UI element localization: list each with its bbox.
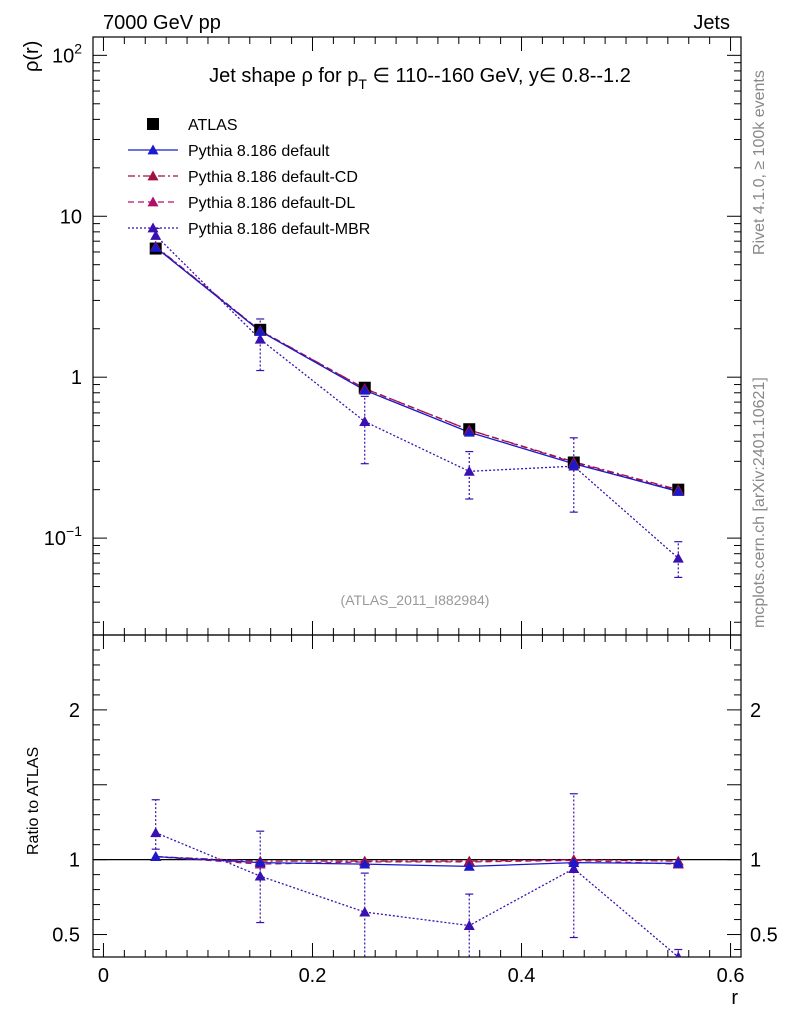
ratio-y-tick-label-left: 0.5 <box>52 925 80 947</box>
y-tick-label: 1 <box>71 367 82 389</box>
y-tick-label-base: 10 <box>60 206 82 228</box>
legend-marker-square <box>147 118 159 130</box>
chart-title-post: ∈ 110--160 GeV, y∈ 0.8--1.2 <box>367 65 631 87</box>
x-tick-label: 0.6 <box>717 965 745 987</box>
legend-label: Pythia 8.186 default-DL <box>188 195 355 212</box>
legend-marker-triangle <box>147 170 159 181</box>
legend-label: Pythia 8.186 default-MBR <box>188 221 370 238</box>
marker-1 <box>254 325 266 336</box>
x-tick-label: 0.4 <box>508 965 536 987</box>
ratio-line-1 <box>155 856 679 862</box>
ratio-y-tick-label-right: 0.5 <box>750 925 778 947</box>
ratio-marker-3 <box>359 906 371 917</box>
y-tick-label-exp: 2 <box>74 40 82 56</box>
ratio-marker-0 <box>150 851 162 862</box>
ratio-marker-0 <box>568 857 580 868</box>
ratio-y-tick-label-right: 1 <box>750 850 761 872</box>
marker-1 <box>463 426 475 437</box>
x-tick-label: 0.2 <box>299 965 327 987</box>
ratio-marker-1 <box>463 855 475 866</box>
ratio-line-0 <box>155 856 679 868</box>
y-tick-label: 10 <box>60 206 82 228</box>
ratio-marker-3 <box>150 827 162 838</box>
x-tick-label: 0 <box>98 965 109 987</box>
marker-4 <box>254 333 266 344</box>
ratio-series-clipped <box>150 793 684 957</box>
ratio-marker-0 <box>359 858 371 869</box>
legend-label: Pythia 8.186 default-CD <box>188 169 358 186</box>
legend: ATLAS Pythia 8.186 default Pythia 8.186 de… <box>128 117 370 238</box>
header-right: Jets <box>693 12 730 34</box>
series-line-2 <box>155 245 679 491</box>
ratio-y-tick-label-left: 1 <box>69 850 80 872</box>
ratio-line-3 <box>155 832 679 957</box>
ratio-marker-3 <box>675 951 682 957</box>
ratio-axis-ticks: 0.5 0.5 1 1 2 2 0 0.2 0.4 0.6 <box>52 635 778 987</box>
legend-marker-triangle <box>147 196 159 207</box>
ratio-y-tick-label-right: 2 <box>750 700 761 722</box>
legend-marker-triangle <box>147 222 159 233</box>
marker-4 <box>463 465 475 476</box>
x-axis-label: r <box>731 987 738 1009</box>
series-line-4 <box>155 234 679 559</box>
ratio-panel: 0.5 0.5 1 1 2 2 0 0.2 0.4 0.6 Ratio to ATLAS r <box>25 634 778 1009</box>
main-ylabel: ρ(r) <box>21 41 43 72</box>
header-left: 7000 GeV pp <box>103 12 221 34</box>
ratio-frame <box>92 634 742 958</box>
series-line-3 <box>155 246 679 492</box>
ratio-ylabel: Ratio to ATLAS <box>25 747 42 855</box>
ratio-marker-0 <box>463 860 475 871</box>
y-tick-label-base: 1 <box>71 367 82 389</box>
y-tick-label: 10−1 <box>44 523 82 550</box>
chart-title: Jet shape ρ for pT ∈ 110--160 GeV, y∈ 0.… <box>209 65 631 92</box>
marker-1 <box>672 485 684 496</box>
ratio-marker-3 <box>568 863 580 874</box>
marker-4 <box>672 552 684 563</box>
series-line-1 <box>155 246 679 493</box>
marker-4 <box>359 416 371 426</box>
mcplots-label: mcplots.cern.ch [arXiv:2401.10621] <box>751 377 768 628</box>
marker-4 <box>150 229 162 240</box>
legend-label: Pythia 8.186 default <box>188 143 330 160</box>
rivet-label: Rivet 4.1.0, ≥ 100k events <box>751 70 768 255</box>
marker-1 <box>150 241 162 252</box>
y-tick-label-base: 10 <box>52 45 74 67</box>
marker-1 <box>568 458 580 469</box>
ratio-series-group <box>150 793 684 957</box>
ratio-marker-0 <box>672 857 684 868</box>
legend-label: ATLAS <box>188 117 238 134</box>
main-series-group <box>149 227 685 578</box>
ratio-marker-3 <box>254 870 266 881</box>
ratio-marker-0 <box>254 857 266 868</box>
analysis-watermark: (ATLAS_2011_I882984) <box>341 592 490 608</box>
legend-marker-triangle <box>147 144 159 155</box>
ratio-marker-3 <box>463 920 475 930</box>
chart-title-pre: Jet shape ρ for p <box>209 65 358 87</box>
ratio-y-tick-label-left: 2 <box>69 700 80 722</box>
chart-title-sub: T <box>358 76 367 92</box>
y-tick-label-exp: −1 <box>66 523 82 539</box>
y-tick-label: 102 <box>52 40 82 67</box>
ratio-line-2 <box>155 856 679 865</box>
y-tick-label-base: 10 <box>44 528 66 550</box>
marker-1 <box>359 384 371 395</box>
